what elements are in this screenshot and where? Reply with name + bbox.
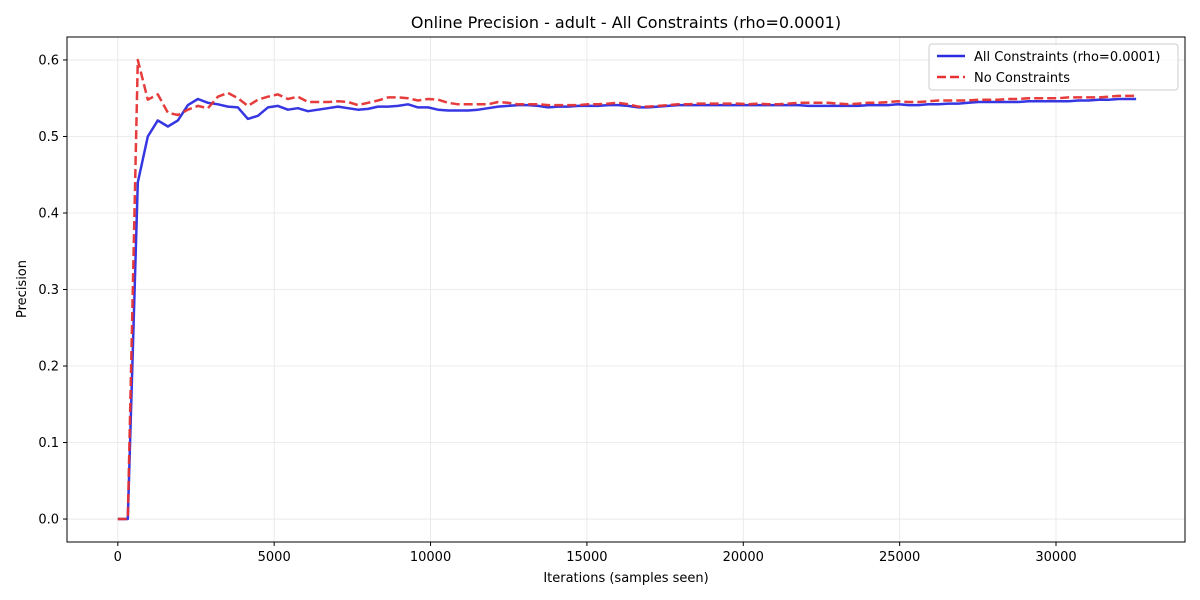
legend-box bbox=[928, 43, 1179, 91]
y-tick-label: 0.4 bbox=[38, 206, 59, 221]
series-line-no-constraints bbox=[117, 58, 1137, 521]
x-axis-label: Iterations (samples seen) bbox=[543, 571, 708, 586]
x-tick-label: 10000 bbox=[410, 550, 451, 565]
y-tick-label: 0.1 bbox=[38, 436, 59, 451]
x-tick-label: 30000 bbox=[1035, 550, 1076, 565]
series-line-all-constraints bbox=[117, 97, 1137, 521]
y-tick-label: 0.2 bbox=[38, 360, 59, 375]
legend-label-no-constraints: No Constraints bbox=[974, 71, 1070, 86]
x-tick-label: 20000 bbox=[723, 550, 764, 565]
y-tick-label: 0.0 bbox=[38, 513, 59, 528]
x-tick-label: 25000 bbox=[879, 550, 920, 565]
y-tick-label: 0.6 bbox=[38, 53, 59, 68]
y-tick-label: 0.5 bbox=[38, 130, 59, 145]
grid bbox=[67, 37, 1185, 542]
legend: All Constraints (rho=0.0001) No Constrai… bbox=[928, 43, 1179, 91]
x-tick-label: 15000 bbox=[566, 550, 607, 565]
ticks: 0 5000 10000 15000 20000 25000 30000 0.0 0.1 0.2 0… bbox=[38, 53, 1076, 565]
x-tick-label: 0 bbox=[114, 550, 122, 565]
series-layer bbox=[117, 58, 1137, 521]
y-axis-label: Precision bbox=[15, 260, 30, 318]
y-tick-label: 0.3 bbox=[38, 283, 59, 298]
legend-label-all-constraints: All Constraints (rho=0.0001) bbox=[974, 50, 1160, 65]
chart-title: Online Precision - adult - All Constrain… bbox=[411, 13, 841, 32]
x-tick-label: 5000 bbox=[258, 550, 291, 565]
